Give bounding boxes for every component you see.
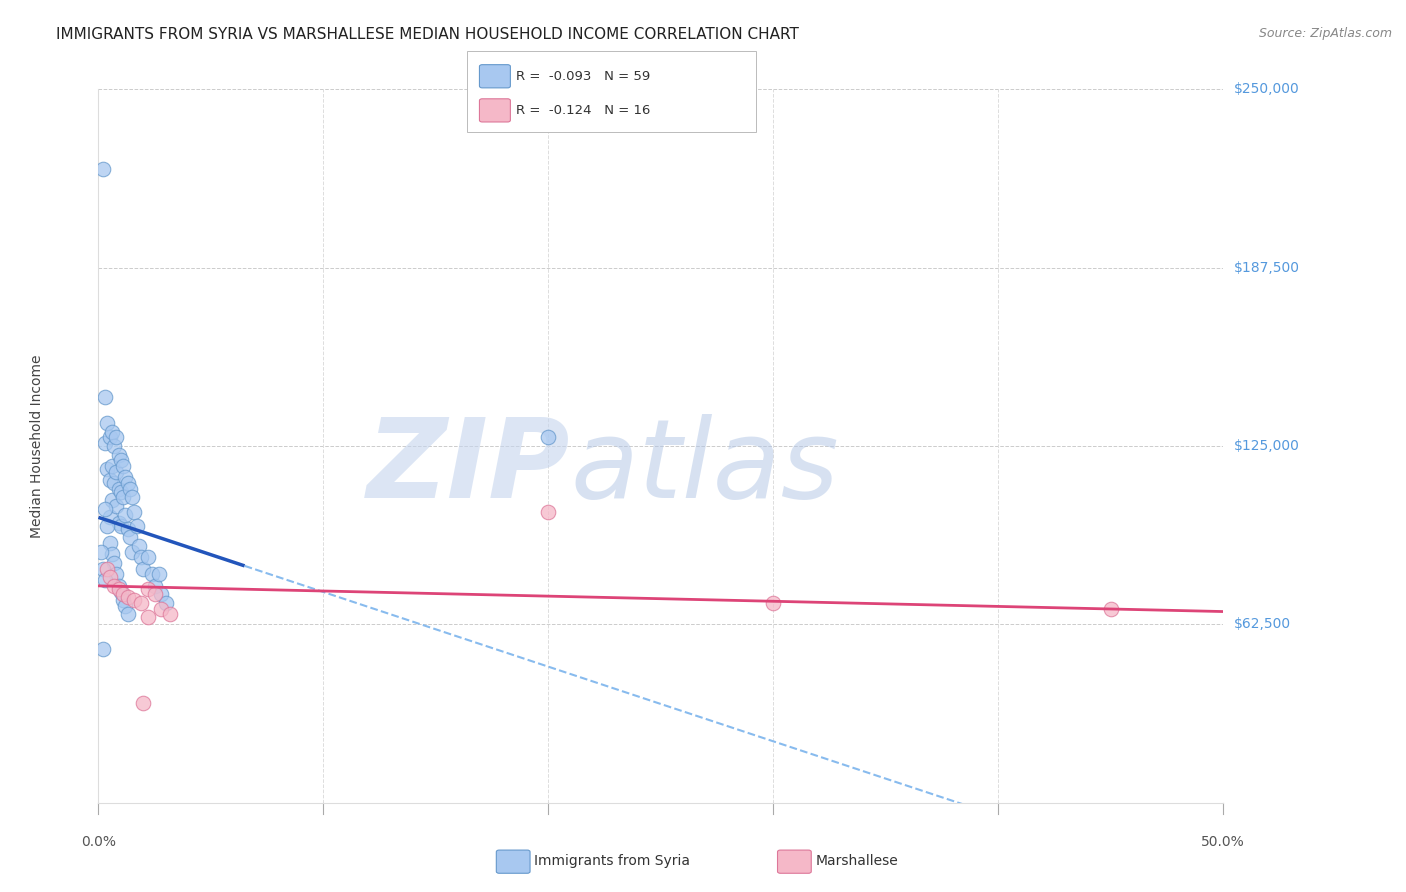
Point <box>107 448 129 462</box>
Point <box>537 430 560 444</box>
Point <box>125 519 148 533</box>
Text: R =  -0.093   N = 59: R = -0.093 N = 59 <box>516 70 650 83</box>
Point <box>136 582 159 596</box>
Point <box>110 484 132 499</box>
Point <box>94 501 117 516</box>
Point <box>110 453 132 467</box>
Point <box>94 436 117 450</box>
Point <box>98 473 121 487</box>
Point <box>103 476 125 491</box>
Text: Immigrants from Syria: Immigrants from Syria <box>534 854 690 868</box>
Point <box>91 562 114 576</box>
Point <box>101 548 124 562</box>
Text: Marshallese: Marshallese <box>815 854 898 868</box>
Point <box>117 476 139 491</box>
Text: 0.0%: 0.0% <box>82 835 115 849</box>
Point <box>537 505 560 519</box>
Point <box>143 587 166 601</box>
Point <box>105 430 128 444</box>
Point <box>159 607 181 622</box>
Point <box>107 579 129 593</box>
Point <box>101 493 124 508</box>
Point <box>107 582 129 596</box>
Point <box>124 505 146 519</box>
Point <box>90 544 112 558</box>
Text: atlas: atlas <box>571 414 839 521</box>
Point <box>117 591 139 605</box>
Point <box>129 550 152 565</box>
Point <box>129 596 152 610</box>
Text: $125,000: $125,000 <box>1234 439 1301 453</box>
Point <box>136 550 159 565</box>
Point <box>124 593 146 607</box>
Point <box>1099 601 1122 615</box>
Point <box>110 519 132 533</box>
Point <box>112 587 135 601</box>
Point <box>114 508 136 522</box>
Point <box>118 530 141 544</box>
Point <box>91 162 114 177</box>
Point <box>121 544 143 558</box>
Text: ZIP: ZIP <box>367 414 571 521</box>
Point <box>105 465 128 479</box>
Point <box>114 470 136 484</box>
Text: $250,000: $250,000 <box>1234 82 1301 96</box>
Text: $187,500: $187,500 <box>1234 260 1301 275</box>
Text: R =  -0.124   N = 16: R = -0.124 N = 16 <box>516 103 651 117</box>
Point <box>107 516 129 530</box>
Point <box>98 570 121 584</box>
Point <box>98 510 121 524</box>
Text: $62,500: $62,500 <box>1234 617 1292 632</box>
Point <box>117 522 139 536</box>
Point <box>96 519 118 533</box>
Point <box>103 439 125 453</box>
Point <box>136 610 159 624</box>
Point <box>94 573 117 587</box>
Point <box>150 601 173 615</box>
Point <box>121 491 143 505</box>
Point <box>148 567 170 582</box>
Point <box>96 416 118 430</box>
Point <box>112 491 135 505</box>
Point <box>103 579 125 593</box>
Point <box>98 430 121 444</box>
Point <box>141 567 163 582</box>
Point <box>132 696 155 710</box>
Point <box>118 482 141 496</box>
Point <box>96 562 118 576</box>
Point <box>132 562 155 576</box>
Point <box>117 607 139 622</box>
Point <box>114 599 136 613</box>
Point <box>98 536 121 550</box>
Point <box>112 593 135 607</box>
Text: Median Household Income: Median Household Income <box>30 354 44 538</box>
Text: IMMIGRANTS FROM SYRIA VS MARSHALLESE MEDIAN HOUSEHOLD INCOME CORRELATION CHART: IMMIGRANTS FROM SYRIA VS MARSHALLESE MED… <box>56 27 799 42</box>
Point <box>150 587 173 601</box>
Point <box>103 556 125 570</box>
Text: 50.0%: 50.0% <box>1201 835 1246 849</box>
Point <box>101 425 124 439</box>
Point <box>105 499 128 513</box>
Point <box>155 596 177 610</box>
Point <box>91 641 114 656</box>
Point <box>107 482 129 496</box>
Point <box>128 539 150 553</box>
Text: Source: ZipAtlas.com: Source: ZipAtlas.com <box>1258 27 1392 40</box>
Point <box>143 579 166 593</box>
Point <box>105 567 128 582</box>
Point <box>101 458 124 473</box>
Point <box>110 584 132 599</box>
Point <box>112 458 135 473</box>
Point <box>94 391 117 405</box>
Point <box>96 462 118 476</box>
Point <box>762 596 785 610</box>
